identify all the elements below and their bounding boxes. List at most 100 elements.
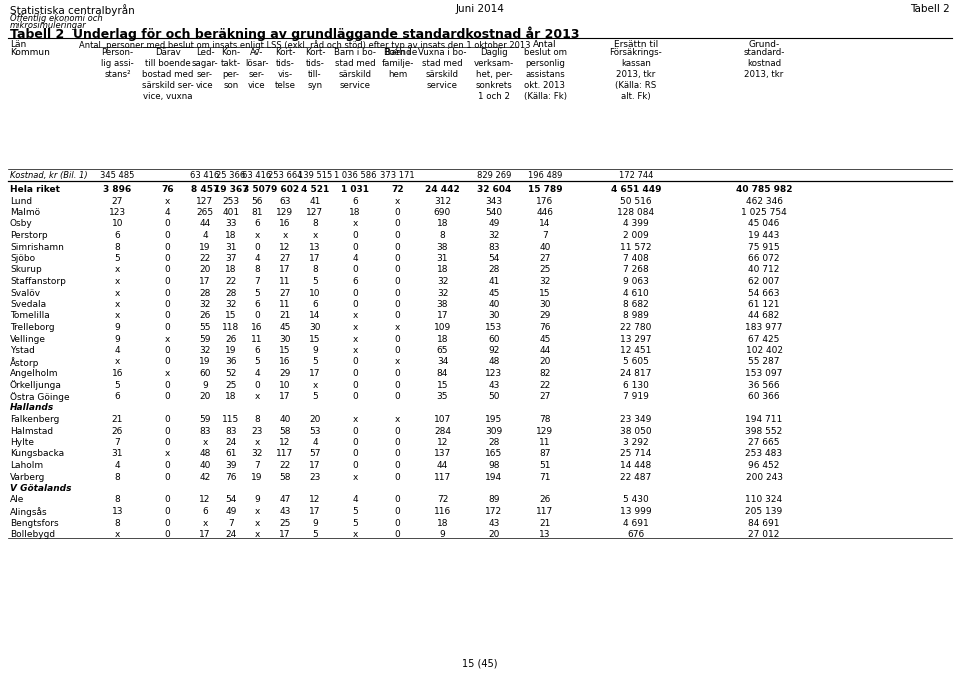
Text: 194 711: 194 711 <box>745 415 782 424</box>
Text: 0: 0 <box>164 300 170 309</box>
Text: 15 789: 15 789 <box>528 185 563 194</box>
Text: 50: 50 <box>489 392 500 401</box>
Text: 0: 0 <box>352 300 358 309</box>
Text: 7: 7 <box>114 438 120 447</box>
Text: 127: 127 <box>306 208 324 217</box>
Text: 82: 82 <box>540 369 551 378</box>
Text: 0: 0 <box>164 473 170 481</box>
Text: 13: 13 <box>309 243 321 251</box>
Text: x: x <box>203 438 207 447</box>
Text: 32: 32 <box>540 277 551 286</box>
Text: 61: 61 <box>226 450 237 458</box>
Text: 31: 31 <box>226 243 237 251</box>
Text: x: x <box>254 530 260 539</box>
Text: 32: 32 <box>200 300 210 309</box>
Text: 0: 0 <box>395 231 400 240</box>
Text: 61 121: 61 121 <box>748 300 780 309</box>
Text: Kort-
tids-
vis-
telse: Kort- tids- vis- telse <box>275 48 296 91</box>
Text: 1 036 586: 1 036 586 <box>334 171 376 180</box>
Text: 0: 0 <box>164 427 170 435</box>
Text: x: x <box>395 415 400 424</box>
Text: 15: 15 <box>540 289 551 297</box>
Text: 42: 42 <box>200 473 210 481</box>
Text: Juni 2014: Juni 2014 <box>456 4 504 14</box>
Text: Laholm: Laholm <box>10 461 43 470</box>
Text: 53: 53 <box>309 427 321 435</box>
Text: Tabell 2: Tabell 2 <box>910 4 950 14</box>
Text: x: x <box>352 312 358 320</box>
Text: 55: 55 <box>200 323 211 332</box>
Text: 25: 25 <box>226 381 237 389</box>
Text: 0: 0 <box>352 369 358 378</box>
Text: 0: 0 <box>164 243 170 251</box>
Text: 1 025 754: 1 025 754 <box>741 208 787 217</box>
Text: 17: 17 <box>279 392 291 401</box>
Text: Halmstad: Halmstad <box>10 427 53 435</box>
Text: 0: 0 <box>164 381 170 389</box>
Text: 24: 24 <box>226 438 236 447</box>
Text: 29: 29 <box>540 312 551 320</box>
Text: 92: 92 <box>489 346 500 355</box>
Text: 30: 30 <box>489 312 500 320</box>
Text: 5 605: 5 605 <box>623 358 649 366</box>
Text: 28: 28 <box>489 438 500 447</box>
Text: 8: 8 <box>254 415 260 424</box>
Text: 26: 26 <box>226 335 237 343</box>
Text: 8: 8 <box>440 231 445 240</box>
Text: 4: 4 <box>352 496 358 504</box>
Text: 57: 57 <box>309 450 321 458</box>
Text: beslut om
personlig
assistans
okt. 2013
(Källa: Fk): beslut om personlig assistans okt. 2013 … <box>523 48 566 101</box>
Text: 52: 52 <box>226 369 237 378</box>
Text: 25: 25 <box>540 266 551 274</box>
Text: Statistiska centralbyrån: Statistiska centralbyrån <box>10 4 134 16</box>
Text: 0: 0 <box>164 266 170 274</box>
Text: 48: 48 <box>489 358 500 366</box>
Text: 44: 44 <box>200 220 210 228</box>
Text: x: x <box>115 289 120 297</box>
Text: 102 402: 102 402 <box>746 346 782 355</box>
Text: 9: 9 <box>203 381 208 389</box>
Text: 5 430: 5 430 <box>623 496 649 504</box>
Text: 81: 81 <box>252 208 263 217</box>
Text: Led-
sagar-
ser-
vice: Led- sagar- ser- vice <box>192 48 218 91</box>
Text: 83: 83 <box>200 427 211 435</box>
Text: 27: 27 <box>279 289 291 297</box>
Text: 8 682: 8 682 <box>623 300 649 309</box>
Text: 9: 9 <box>114 335 120 343</box>
Text: 117: 117 <box>434 473 451 481</box>
Text: 6: 6 <box>203 507 208 516</box>
Text: 6: 6 <box>312 300 318 309</box>
Text: x: x <box>115 277 120 286</box>
Text: Tabell 2  Underlag för och beräkning av grundläggande standardkostnad år 2013: Tabell 2 Underlag för och beräkning av g… <box>10 26 580 41</box>
Text: x: x <box>254 518 260 527</box>
Text: 13 297: 13 297 <box>620 335 652 343</box>
Text: 17: 17 <box>309 507 321 516</box>
Text: 129: 129 <box>276 208 294 217</box>
Text: 0: 0 <box>164 438 170 447</box>
Text: 0: 0 <box>164 496 170 504</box>
Text: Offentlig ekonomi och: Offentlig ekonomi och <box>10 14 103 23</box>
Text: 36 566: 36 566 <box>748 381 780 389</box>
Text: 18: 18 <box>226 392 237 401</box>
Text: 32: 32 <box>200 346 210 355</box>
Text: 21: 21 <box>279 312 291 320</box>
Text: 172 744: 172 744 <box>619 171 653 180</box>
Text: Varberg: Varberg <box>10 473 45 481</box>
Text: 18: 18 <box>437 335 448 343</box>
Text: 41: 41 <box>309 197 321 206</box>
Text: 30: 30 <box>540 300 551 309</box>
Text: 284: 284 <box>434 427 451 435</box>
Text: 0: 0 <box>164 530 170 539</box>
Text: 58: 58 <box>279 427 291 435</box>
Text: 8: 8 <box>312 220 318 228</box>
Text: x: x <box>115 300 120 309</box>
Text: 24 817: 24 817 <box>620 369 652 378</box>
Text: 0: 0 <box>164 289 170 297</box>
Text: 5: 5 <box>312 358 318 366</box>
Text: 89: 89 <box>489 496 500 504</box>
Text: Vuxna i bo-
stad med
särskild
service: Vuxna i bo- stad med särskild service <box>419 48 467 91</box>
Text: x: x <box>254 231 260 240</box>
Text: 20: 20 <box>200 392 210 401</box>
Text: 5: 5 <box>114 381 120 389</box>
Text: x: x <box>203 518 207 527</box>
